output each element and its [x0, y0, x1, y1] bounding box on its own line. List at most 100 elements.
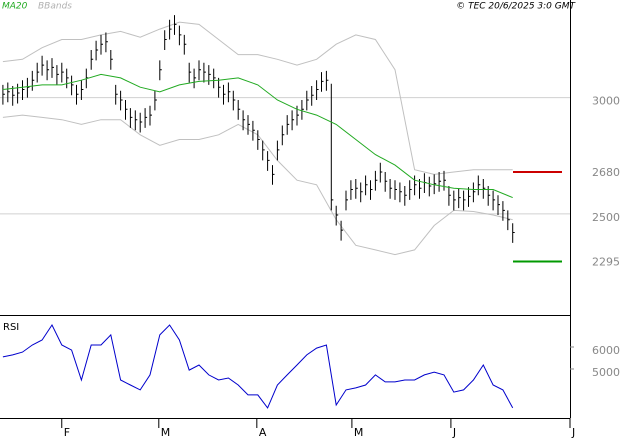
price-bar	[365, 175, 368, 196]
price-bar	[379, 162, 383, 183]
price-bar	[46, 60, 50, 81]
price-bar	[129, 108, 133, 128]
price-bar	[174, 15, 177, 35]
price-bar	[100, 34, 103, 55]
price-bar	[272, 165, 275, 185]
price-bar	[7, 82, 10, 103]
price-bar	[281, 125, 285, 146]
price-bar	[512, 223, 515, 243]
price-bar	[90, 50, 94, 70]
price-bar	[409, 180, 412, 200]
bollinger-band	[2, 21, 513, 175]
price-bar	[291, 110, 295, 131]
price-bar	[335, 205, 339, 226]
source: © TEC 20/6/2025 3:0 GMT	[456, 2, 576, 12]
x-tick-label: F	[64, 426, 70, 439]
price-bar	[2, 84, 5, 105]
y-tick-label: 6000	[592, 344, 620, 357]
price-bar	[414, 175, 417, 196]
price-bar	[198, 60, 201, 81]
price-bar	[468, 187, 471, 207]
price-bar	[438, 172, 442, 192]
price-bar	[316, 80, 319, 100]
price-bar	[419, 179, 422, 199]
x-tick-label: J	[452, 426, 456, 439]
price-bar	[31, 70, 35, 91]
price-bar	[12, 86, 15, 106]
price-bar	[399, 182, 402, 203]
price-bar	[76, 84, 79, 105]
price-bar	[149, 105, 152, 126]
price-bar	[139, 112, 143, 133]
price-bar	[482, 179, 486, 199]
price-bar	[125, 100, 128, 120]
price-bar	[497, 195, 500, 215]
price-bar	[355, 179, 358, 199]
price-bar	[41, 55, 45, 76]
price-bar	[203, 62, 206, 83]
price-bar	[154, 90, 157, 111]
price-bar	[267, 151, 270, 171]
price-bar	[311, 86, 314, 106]
price-bar	[144, 108, 148, 128]
price-bar	[26, 77, 30, 98]
price-bar	[95, 40, 99, 61]
price-bar	[223, 84, 226, 105]
x-tick-label: M	[161, 426, 171, 439]
price-bar	[208, 65, 211, 85]
price-bar	[306, 90, 309, 111]
price-bar	[325, 70, 329, 91]
price-bar	[477, 175, 481, 196]
price-bar	[257, 130, 260, 150]
price-bar	[71, 75, 74, 96]
price-bar	[340, 220, 344, 241]
price-bar	[453, 190, 456, 211]
x-tick-label: M	[354, 426, 364, 439]
price-bar	[262, 140, 265, 161]
level-label: 2295	[592, 256, 620, 269]
price-bar	[159, 60, 162, 81]
price-bar	[227, 82, 231, 103]
y-tick-label: 2500	[592, 211, 620, 224]
price-bar	[384, 172, 388, 192]
x-tick-label: J	[571, 426, 575, 439]
price-bar	[443, 170, 446, 191]
price-bar	[433, 174, 437, 195]
price-bar	[374, 170, 378, 191]
price-bar	[247, 115, 250, 135]
price-bar	[321, 72, 324, 92]
price-bar	[66, 68, 69, 89]
price-bar	[237, 100, 241, 120]
price-bar	[105, 32, 108, 53]
price-bar	[394, 180, 397, 200]
price-bar	[276, 140, 280, 161]
price-bar	[428, 176, 432, 197]
price-bar	[178, 25, 182, 46]
price-bar	[502, 201, 505, 221]
price-bar	[22, 80, 25, 100]
price-bar	[350, 180, 353, 200]
price-bar	[188, 62, 192, 83]
moving-average	[2, 73, 513, 199]
price-bar	[345, 190, 348, 211]
price-bar	[404, 186, 407, 206]
price-bar	[330, 83, 334, 211]
rsi-line	[2, 323, 514, 409]
price-bar	[360, 182, 363, 203]
price-bar	[36, 62, 40, 83]
price-bar	[61, 62, 64, 83]
y-tick-label: 3000	[592, 95, 620, 108]
price-bar	[213, 68, 216, 89]
price-bar	[164, 30, 167, 50]
price-bar	[110, 50, 113, 70]
y-tick-label: 5000	[592, 366, 620, 379]
price-bar	[507, 210, 510, 231]
x-tick-label: A	[259, 426, 267, 439]
price-bar	[193, 68, 197, 89]
price-bar	[463, 190, 466, 211]
price-bar	[232, 90, 236, 111]
legend-bbands: BBands	[38, 2, 72, 12]
price-bar	[17, 83, 20, 104]
